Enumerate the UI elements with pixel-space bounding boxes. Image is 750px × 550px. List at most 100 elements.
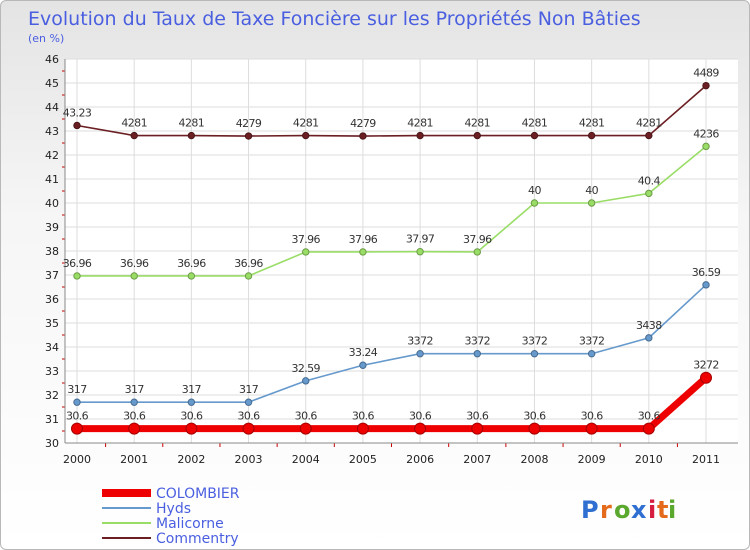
data-point-commentry <box>302 131 310 140</box>
y-tick-label: 39 <box>45 221 59 234</box>
data-point-colombier <box>185 422 198 435</box>
data-label-commentry: 4281 <box>121 117 147 130</box>
data-point-colombier <box>471 422 484 435</box>
series-line-hyds <box>76 284 707 404</box>
data-label-malicorne: 37.96 <box>349 233 378 246</box>
logo-letter: r <box>600 496 612 524</box>
data-point-hyds <box>702 281 710 289</box>
x-tick-label: 2007 <box>463 453 491 466</box>
data-point-colombier <box>642 422 655 435</box>
logo-letter: t <box>657 496 668 524</box>
data-point-commentry <box>587 131 596 140</box>
data-label-malicorne: 37.96 <box>463 233 492 246</box>
data-point-hyds <box>130 398 138 406</box>
grid <box>65 58 738 444</box>
data-label-colombier: 30.6 <box>581 410 604 423</box>
data-point-colombier <box>356 422 369 435</box>
data-point-colombier <box>528 422 541 435</box>
data-label-hyds: 317 <box>125 383 145 396</box>
legend-label: Commentry <box>156 531 239 547</box>
data-labels: 43.23 4281 4281 4279 4281 4279 4281 4281 4281 428… <box>63 67 722 423</box>
data-label-hyds: 317 <box>182 383 202 396</box>
y-tick-label: 38 <box>45 245 59 258</box>
y-tick-label: 35 <box>45 317 59 330</box>
data-label-malicorne: 37.97 <box>406 233 435 246</box>
data-point-colombier <box>299 422 312 435</box>
data-label-colombier: 30.6 <box>66 410 89 423</box>
x-tick-label: 2005 <box>349 453 377 466</box>
data-point-hyds <box>244 398 253 406</box>
data-label-commentry: 4279 <box>350 117 376 130</box>
data-point-malicorne <box>244 272 253 280</box>
y-tick-label: 45 <box>45 77 59 90</box>
data-point-hyds <box>359 361 367 369</box>
data-point-malicorne <box>473 248 481 256</box>
data-point-malicorne <box>302 248 310 256</box>
data-label-colombier: 30.6 <box>466 410 489 423</box>
data-point-malicorne <box>416 248 424 256</box>
data-point-colombier <box>71 422 83 435</box>
data-point-colombier <box>242 422 255 435</box>
data-label-malicorne: 4236 <box>693 127 719 140</box>
data-label-colombier: 30.6 <box>295 410 318 423</box>
x-tick-label: 2003 <box>235 453 263 466</box>
data-point-hyds <box>416 350 424 358</box>
x-tick-label: 2002 <box>177 453 205 466</box>
data-point-commentry <box>359 132 367 140</box>
data-point-hyds <box>187 398 196 406</box>
data-point-malicorne <box>73 272 81 280</box>
data-point-commentry <box>130 131 138 140</box>
data-point-colombier <box>128 422 141 435</box>
data-label-colombier: 30.6 <box>123 410 146 423</box>
data-label-commentry: 4281 <box>407 117 433 130</box>
data-point-hyds <box>73 398 81 406</box>
y-tick-label: 31 <box>45 413 59 426</box>
x-tick-label: 2001 <box>120 453 148 466</box>
data-point-hyds <box>473 350 481 358</box>
data-point-malicorne <box>587 199 596 207</box>
data-point-malicorne <box>130 272 138 280</box>
chart-title: Evolution du Taux de Taxe Foncière sur l… <box>28 8 641 30</box>
y-tick-label: 34 <box>45 341 59 354</box>
logo-letter: i <box>648 496 656 524</box>
data-label-commentry: 4281 <box>293 117 319 130</box>
x-tick-label: 2011 <box>692 453 720 466</box>
data-label-commentry: 4489 <box>693 67 719 80</box>
data-label-hyds: 3372 <box>522 335 548 348</box>
data-label-malicorne: 40 <box>585 184 598 197</box>
legend-label: COLOMBIER <box>156 486 240 502</box>
data-point-commentry <box>702 81 710 90</box>
data-point-hyds <box>587 350 596 358</box>
legend-label: Malicorne <box>156 516 224 532</box>
data-label-hyds: 32.59 <box>291 362 320 375</box>
logo-letter: x <box>631 496 647 524</box>
y-tick-label: 41 <box>45 173 59 186</box>
data-label-malicorne: 36.96 <box>63 257 92 270</box>
x-tick-label: 2004 <box>292 453 320 466</box>
series-line-colombier <box>73 374 710 433</box>
data-label-hyds: 3438 <box>636 319 662 332</box>
data-point-malicorne <box>530 199 539 207</box>
series-line-malicorne <box>76 145 707 277</box>
logo-letter: P <box>581 496 599 524</box>
data-label-malicorne: 36.96 <box>234 257 263 270</box>
data-label-commentry: 4281 <box>636 117 662 130</box>
data-point-malicorne <box>645 189 653 198</box>
data-point-commentry <box>473 131 481 140</box>
series-line-commentry <box>76 84 707 137</box>
data-label-commentry: 4281 <box>522 117 548 130</box>
y-tick-label: 43 <box>45 125 59 138</box>
data-point-malicorne <box>187 272 196 280</box>
data-label-malicorne: 40 <box>528 184 541 197</box>
data-label-commentry: 4281 <box>464 117 490 130</box>
y-tick-label: 30 <box>45 437 59 450</box>
x-tick-label: 2008 <box>520 453 548 466</box>
data-label-malicorne: 36.96 <box>177 257 206 270</box>
data-label-colombier: 30.6 <box>237 410 260 423</box>
data-label-colombier: 30.6 <box>180 410 203 423</box>
data-label-malicorne: 37.96 <box>291 233 320 246</box>
data-label-colombier: 3272 <box>693 359 719 372</box>
data-label-commentry: 4279 <box>236 117 262 130</box>
data-point-colombier <box>414 422 427 435</box>
